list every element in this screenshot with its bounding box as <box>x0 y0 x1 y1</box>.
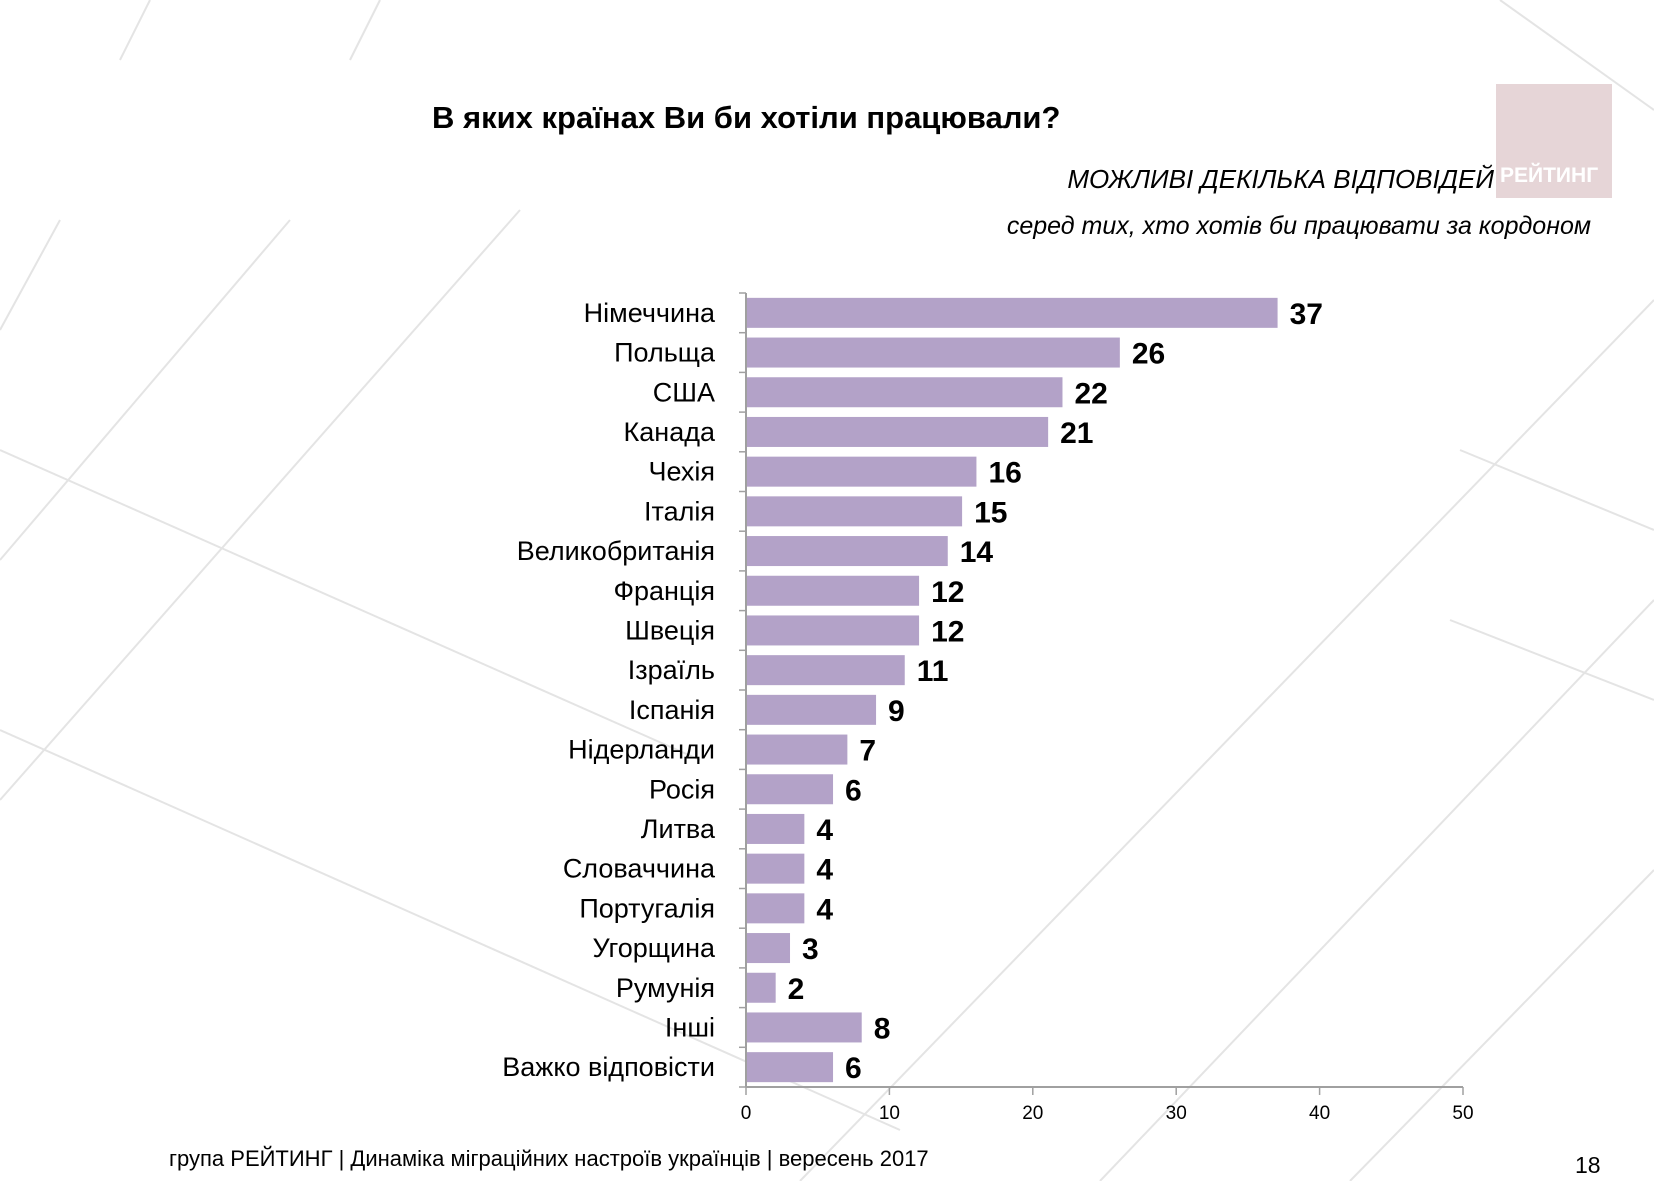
value-label: 37 <box>1290 298 1323 331</box>
value-label: 2 <box>788 973 805 1006</box>
category-label: Португалія <box>579 893 715 923</box>
logo-text: РЕЙТИНГ <box>1500 164 1599 187</box>
bar <box>747 774 834 805</box>
value-label: 11 <box>917 655 949 688</box>
category-label: Ізраїль <box>628 655 715 685</box>
category-label: Важко відповісти <box>502 1052 715 1082</box>
footer-text: група РЕЙТИНГ | Динаміка міграційних нас… <box>169 1146 929 1171</box>
bar <box>747 496 963 527</box>
value-label: 7 <box>859 735 876 768</box>
value-label: 21 <box>1060 417 1093 450</box>
value-label: 26 <box>1132 338 1165 371</box>
value-label: 9 <box>888 695 905 728</box>
bar <box>747 694 877 725</box>
bar <box>747 1012 862 1043</box>
value-label: 6 <box>845 1052 862 1085</box>
page-number: 18 <box>1575 1152 1601 1178</box>
chart-title: В яких країнах Ви би хотіли працювали? <box>432 100 1061 135</box>
value-label: 14 <box>960 536 994 569</box>
category-label: Німеччина <box>584 298 716 328</box>
x-tick-label: 10 <box>879 1103 900 1124</box>
bar <box>747 337 1120 368</box>
rating-logo: РЕЙТИНГ <box>1496 84 1612 198</box>
category-label: Канада <box>624 417 716 447</box>
bar <box>747 456 977 487</box>
category-label: Польща <box>614 338 716 368</box>
category-label: Словаччина <box>563 854 716 884</box>
category-label: Італія <box>644 496 715 526</box>
bar <box>747 933 791 964</box>
value-label: 15 <box>974 496 1007 529</box>
bar <box>747 297 1278 328</box>
x-tick-label: 0 <box>741 1103 752 1124</box>
category-label: Швеція <box>625 615 715 645</box>
x-tick-label: 40 <box>1309 1103 1330 1124</box>
value-label: 12 <box>931 576 964 609</box>
bar <box>747 893 805 924</box>
value-label: 12 <box>931 615 964 648</box>
bar <box>747 853 805 884</box>
bar <box>747 813 805 844</box>
bar <box>747 972 776 1003</box>
bar <box>747 377 1063 408</box>
category-label: Росія <box>649 774 715 804</box>
category-label: Румунія <box>616 973 715 1003</box>
category-label: Литва <box>641 814 716 844</box>
bar <box>747 416 1049 447</box>
base-note: серед тих, хто хотів би працювати за кор… <box>1006 212 1591 240</box>
category-label: Чехія <box>648 457 715 487</box>
value-label: 4 <box>816 814 833 847</box>
bar <box>747 734 848 765</box>
multiple-answers-note: МОЖЛИВІ ДЕКІЛЬКА ВІДПОВІДЕЙ <box>1067 164 1494 194</box>
bar <box>747 655 905 686</box>
category-label: Нідерланди <box>568 735 715 765</box>
value-label: 8 <box>874 1012 891 1045</box>
bar <box>747 1052 834 1083</box>
bar <box>747 536 948 567</box>
value-label: 4 <box>816 854 833 887</box>
value-label: 16 <box>988 457 1021 490</box>
category-label: Іспанія <box>629 695 715 725</box>
value-label: 22 <box>1074 377 1107 410</box>
category-label: Інші <box>665 1012 715 1042</box>
value-label: 3 <box>802 933 819 966</box>
category-label: Великобританія <box>517 536 715 566</box>
category-label: Угорщина <box>593 933 716 963</box>
x-tick-label: 30 <box>1166 1103 1187 1124</box>
bar <box>747 575 920 606</box>
x-tick-label: 50 <box>1452 1103 1473 1124</box>
value-label: 4 <box>816 893 833 926</box>
category-label: США <box>653 377 715 407</box>
category-label: Франція <box>613 576 715 606</box>
x-tick-label: 20 <box>1022 1103 1043 1124</box>
value-label: 6 <box>845 774 862 807</box>
bar <box>747 615 920 646</box>
